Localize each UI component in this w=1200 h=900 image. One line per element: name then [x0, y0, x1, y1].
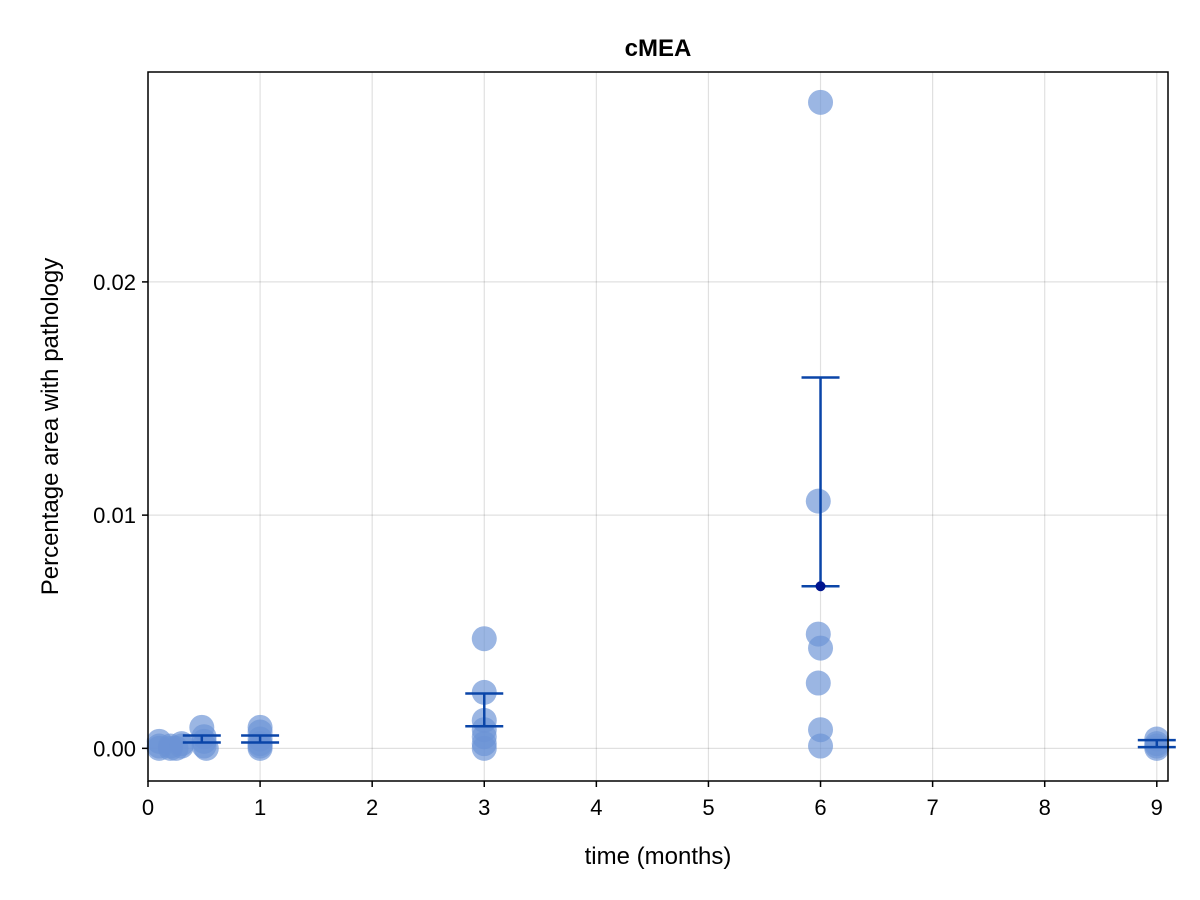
y-tick-label: 0.00	[93, 736, 136, 761]
error-bar	[241, 734, 280, 744]
data-point	[808, 89, 834, 115]
error-bar	[801, 376, 840, 592]
data-point	[193, 735, 219, 761]
y-axis-label: Percentage area with pathology	[37, 258, 64, 596]
error-bar	[465, 692, 504, 728]
x-tick-label: 7	[926, 795, 938, 820]
x-tick-label: 8	[1039, 795, 1051, 820]
data-point	[471, 626, 497, 652]
x-tick-label: 0	[142, 795, 154, 820]
x-tick-label: 9	[1151, 795, 1163, 820]
mean-marker	[815, 581, 826, 592]
data-point	[471, 735, 497, 761]
x-tick-label: 4	[590, 795, 602, 820]
x-tick-label: 5	[702, 795, 714, 820]
y-tick-label: 0.01	[93, 503, 136, 528]
grid-lines	[147, 72, 1168, 781]
data-points	[146, 89, 1170, 761]
x-tick-label: 2	[366, 795, 378, 820]
error-bar	[182, 734, 221, 744]
data-point	[808, 635, 834, 661]
y-tick-label: 0.02	[93, 270, 136, 295]
x-tick-label: 6	[814, 795, 826, 820]
data-point	[805, 488, 831, 514]
x-tick-label: 1	[254, 795, 266, 820]
y-axis-ticks: 0.00 0.01 0.02	[93, 270, 148, 761]
data-point	[169, 733, 195, 759]
x-axis-ticks: 0 1 2 3 4 5 6 7 8 9	[142, 781, 1163, 820]
data-point	[808, 733, 834, 759]
x-tick-label: 3	[478, 795, 490, 820]
data-point	[805, 670, 831, 696]
error-bar	[1137, 738, 1176, 749]
chart-title: cMEA	[625, 35, 692, 62]
error-bars	[182, 376, 1176, 749]
plot-area-frame	[147, 71, 1169, 782]
x-axis-label: time (months)	[585, 843, 732, 870]
